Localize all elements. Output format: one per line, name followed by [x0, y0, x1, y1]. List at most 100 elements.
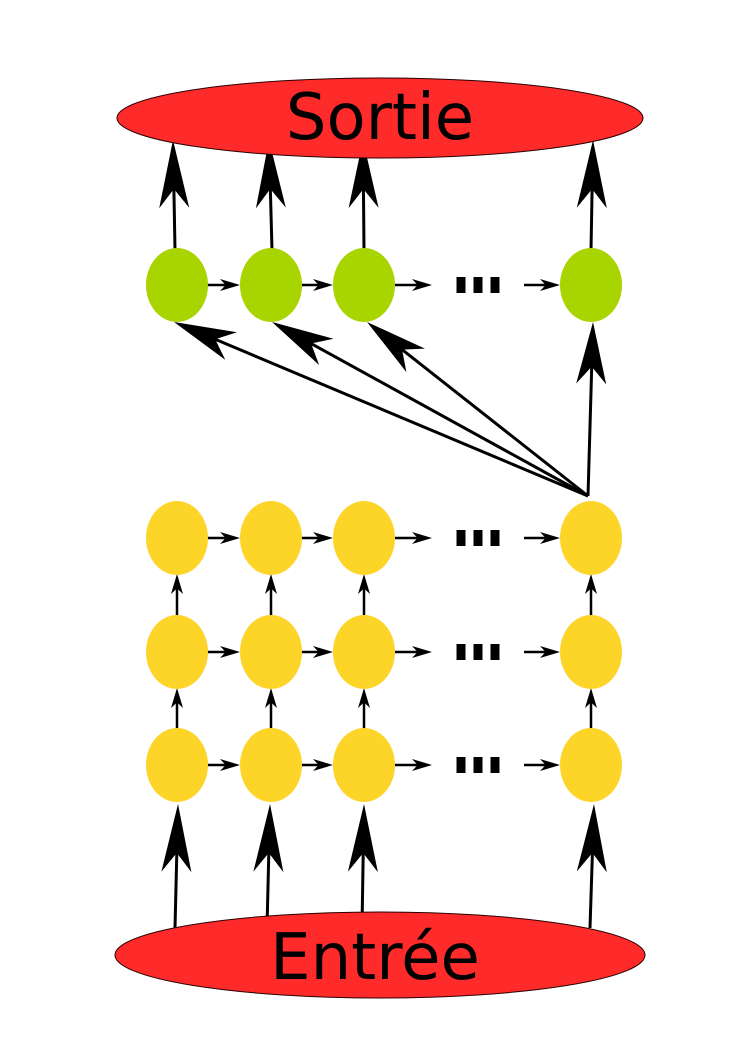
- encoder-up-arrow-2-1: [171, 688, 183, 731]
- ellipsis-dot: [456, 644, 466, 660]
- attention-arrow-1: [174, 322, 589, 498]
- attention-arrow-3: [367, 322, 589, 498]
- encoder-ellipsis-2-icon: [456, 644, 500, 660]
- arrowhead-icon: [265, 574, 277, 594]
- encoder-row-1-arrow-1-2: [207, 532, 240, 544]
- arrowhead-icon: [220, 279, 240, 291]
- input-arrow-1: [161, 804, 192, 929]
- encoder-row-3-arrow-1-2: [207, 759, 240, 771]
- edges-layer: [159, 140, 607, 929]
- arrow-shaft: [401, 348, 589, 498]
- encoder-up-arrow-1-4: [585, 574, 597, 618]
- arrowhead-icon: [540, 532, 560, 544]
- arrowhead-icon: [585, 688, 597, 708]
- ellipsis-dot: [456, 277, 466, 293]
- arrowhead-icon: [347, 804, 378, 873]
- arrowhead-icon: [174, 322, 237, 360]
- encoder-row-2-arrow-1-2: [207, 646, 240, 658]
- arrowhead-icon: [161, 804, 192, 873]
- arrowhead-icon: [272, 322, 334, 365]
- encoder-row-2-arrow-2-3: [301, 646, 333, 658]
- arrowhead-icon: [255, 140, 286, 209]
- encoder-row-3-arrow-2-3: [301, 759, 333, 771]
- encoder-node-1-1: [146, 501, 208, 575]
- arrowhead-icon: [159, 140, 190, 209]
- arrowhead-icon: [358, 688, 370, 708]
- encoder-row-3-arrow-3-dots: [395, 759, 432, 771]
- decoder-arrow-3-dots: [395, 279, 432, 291]
- arrowhead-icon: [171, 688, 183, 708]
- arrow-shaft: [588, 852, 594, 929]
- encoder-node-1-3: [333, 501, 395, 575]
- ellipsis-dot: [473, 757, 483, 773]
- arrowhead-icon: [412, 279, 432, 291]
- encoder-node-3-2: [240, 728, 302, 802]
- decoder-arrow-dots-4: [524, 279, 560, 291]
- arrowhead-icon: [348, 140, 379, 209]
- arrowhead-icon: [220, 759, 240, 771]
- ellipsis-dot: [490, 757, 500, 773]
- encoder-row-3-arrow-dots-4: [524, 759, 560, 771]
- decoder-arrow-2-3: [301, 279, 333, 291]
- arrowhead-icon: [313, 532, 333, 544]
- arrowhead-icon: [220, 532, 240, 544]
- input-arrow-3: [347, 804, 378, 929]
- encoder-node-1-2: [240, 501, 302, 575]
- encoder-node-3-1: [146, 728, 208, 802]
- arrowhead-icon: [412, 532, 432, 544]
- encoder-node-3-3: [333, 728, 395, 802]
- encoder-row-1-arrow-3-dots: [395, 532, 432, 544]
- arrowhead-icon: [585, 574, 597, 594]
- decoder-node-4: [560, 248, 622, 322]
- output-arrow-4: [576, 140, 607, 251]
- encoder-up-arrow-1-2: [265, 574, 277, 618]
- input-arrow-4: [576, 804, 607, 929]
- ellipsis-dot: [456, 757, 466, 773]
- arrowhead-icon: [313, 279, 333, 291]
- arrowhead-icon: [540, 646, 560, 658]
- arrow-shaft: [173, 852, 179, 929]
- arrow-shaft: [268, 188, 274, 251]
- encoder-row-1-arrow-2-3: [301, 532, 333, 544]
- ellipsis-dot: [490, 530, 500, 546]
- output-arrow-3: [348, 140, 379, 251]
- output-arrow-1: [159, 140, 190, 251]
- encoder-row-2-arrow-dots-4: [524, 646, 560, 658]
- arrowhead-icon: [367, 322, 425, 373]
- encoder-up-arrow-1-1: [171, 574, 183, 618]
- ellipsis-dot: [456, 530, 466, 546]
- decoder-node-2: [240, 248, 302, 322]
- arrow-shaft: [589, 188, 594, 251]
- ellipsis-dot: [490, 644, 500, 660]
- output-ellipse: [116, 77, 644, 159]
- encoder-node-1-4: [560, 501, 622, 575]
- input-ellipse: [114, 911, 646, 999]
- arrowhead-icon: [220, 646, 240, 658]
- ellipsis-dot: [473, 644, 483, 660]
- encoder-node-2-2: [240, 615, 302, 689]
- arrowhead-icon: [412, 759, 432, 771]
- ellipsis-dot: [473, 277, 483, 293]
- encoder-up-arrow-2-2: [265, 688, 277, 731]
- encoder-ellipsis-3-icon: [456, 757, 500, 773]
- arrowhead-icon: [313, 759, 333, 771]
- encoder-node-2-4: [560, 615, 622, 689]
- ellipsis-dot: [473, 530, 483, 546]
- output-arrow-2: [255, 140, 286, 251]
- arrow-shaft: [172, 188, 177, 251]
- nodes-layer: [146, 248, 622, 802]
- arrow-shaft: [586, 366, 594, 497]
- arrowhead-icon: [253, 804, 284, 873]
- encoder-row-1-arrow-dots-4: [524, 532, 560, 544]
- arrowhead-icon: [171, 574, 183, 594]
- arrowhead-icon: [576, 322, 607, 385]
- arrowhead-icon: [576, 804, 607, 873]
- arrowhead-icon: [265, 688, 277, 708]
- arrowhead-icon: [358, 574, 370, 594]
- arrow-shaft: [310, 342, 589, 498]
- attention-arrow-2: [272, 322, 589, 498]
- attention-arrow-4: [576, 322, 607, 497]
- encoder-ellipsis-1-icon: [456, 530, 500, 546]
- arrowhead-icon: [540, 759, 560, 771]
